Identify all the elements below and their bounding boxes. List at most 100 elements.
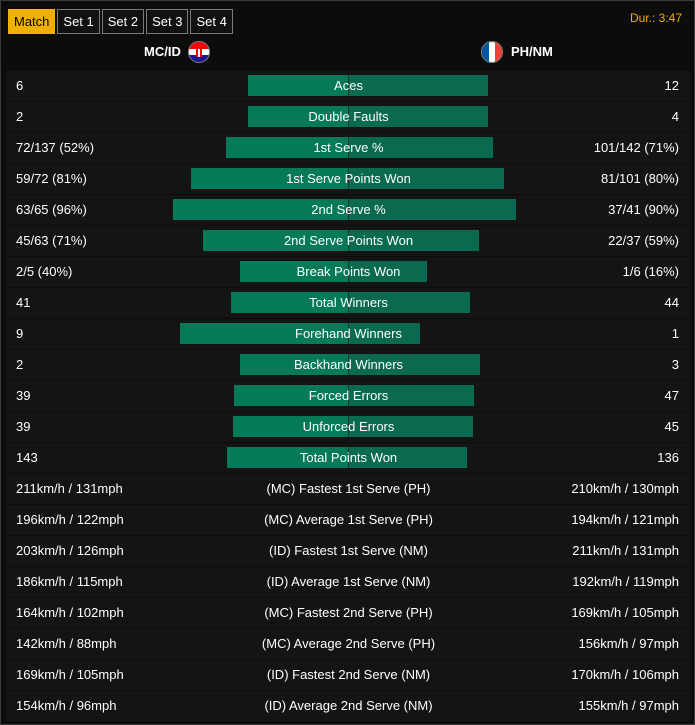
stat-row-forehand-winners: 9 Forehand Winners 1 — [6, 319, 691, 349]
left-stat-bar — [203, 230, 348, 251]
tab-set-1[interactable]: Set 1 — [57, 9, 100, 34]
set-tabs: Match Set 1 Set 2 Set 3 Set 4 — [8, 9, 235, 34]
right-stat-bar — [348, 447, 467, 468]
left-stat-bar — [234, 385, 348, 406]
left-stat-value: 39 — [16, 388, 31, 403]
left-stat-bar — [240, 261, 348, 282]
left-stat-value: 39 — [16, 419, 31, 434]
speed-label: (MC) Average 1st Serve (PH) — [264, 512, 433, 527]
speed-label: (MC) Fastest 2nd Serve (PH) — [264, 605, 433, 620]
right-speed-value: 194km/h / 121mph — [571, 512, 679, 527]
tab-set-2[interactable]: Set 2 — [101, 9, 145, 34]
stat-label: Unforced Errors — [302, 419, 395, 434]
stat-row-double-faults: 2 Double Faults 4 — [6, 102, 691, 132]
tab-set-4[interactable]: Set 4 — [190, 9, 233, 34]
stat-label: Backhand Winners — [293, 357, 404, 372]
stat-row-backhand-winners: 2 Backhand Winners 3 — [6, 350, 691, 380]
stat-label: Forehand Winners — [295, 326, 402, 341]
right-stat-value: 47 — [664, 388, 679, 403]
tab-set-3[interactable]: Set 3 — [146, 9, 189, 34]
left-stat-value: 9 — [16, 326, 24, 341]
stat-label: Break Points Won — [296, 264, 401, 279]
right-stat-bar — [348, 168, 504, 189]
right-speed-value: 210km/h / 130mph — [571, 481, 679, 496]
left-stat-bar — [233, 416, 348, 437]
left-stat-bar — [240, 354, 348, 375]
center-divider — [348, 230, 349, 251]
center-divider — [348, 292, 349, 313]
right-stat-bar — [348, 137, 493, 158]
right-stat-value: 1 — [671, 326, 679, 341]
speed-label: (ID) Fastest 2nd Serve (NM) — [266, 667, 431, 682]
center-divider — [348, 199, 349, 220]
center-divider — [348, 137, 349, 158]
left-speed-value: 142km/h / 88mph — [16, 636, 117, 651]
center-divider — [348, 75, 349, 96]
right-speed-value: 170km/h / 106mph — [571, 667, 679, 682]
right-speed-value: 192km/h / 119mph — [572, 574, 679, 589]
speed-label: (MC) Average 2nd Serve (PH) — [261, 636, 436, 651]
right-stat-value: 81/101 (80%) — [600, 171, 679, 186]
left-stat-bar — [191, 168, 348, 189]
right-stat-value: 136 — [657, 450, 679, 465]
right-stat-value: 12 — [664, 78, 679, 93]
center-divider — [348, 323, 349, 344]
left-speed-value: 211km/h / 131mph — [16, 481, 123, 496]
speed-row-id-average-2nd-serve-nm: 154km/h / 96mph (ID) Average 2nd Serve (N… — [6, 691, 691, 721]
right-stat-value: 22/37 (59%) — [608, 233, 679, 248]
center-divider — [348, 416, 349, 437]
stat-row-2nd-serve-points-won: 45/63 (71%) 2nd Serve Points Won 22/37 (59… — [6, 226, 691, 256]
right-stat-bar — [348, 199, 516, 220]
stat-label: Aces — [334, 78, 363, 93]
right-stat-value: 37/41 (90%) — [608, 202, 679, 217]
right-stat-value: 101/142 (71%) — [593, 140, 679, 155]
speed-row-id-fastest-1st-serve-nm: 203km/h / 126mph (ID) Fastest 1st Serve (… — [6, 536, 691, 566]
right-speed-value: 211km/h / 131mph — [572, 543, 679, 558]
left-stat-value: 72/137 (52%) — [16, 140, 95, 155]
left-stat-value: 45/63 (71%) — [16, 233, 87, 248]
stats-table: 6 Aces 12 2 Double Faults 4 72/137 (52%) 1st Se… — [6, 71, 691, 722]
center-divider — [348, 354, 349, 375]
france-flag-icon — [481, 41, 503, 63]
left-stat-bar — [231, 292, 348, 313]
right-stat-bar — [348, 416, 473, 437]
right-stat-bar — [348, 261, 427, 282]
speed-row-mc-average-1st-serve-ph: 196km/h / 122mph (MC) Average 1st Serve (… — [6, 505, 691, 535]
stat-row-1st-serve-points-won: 59/72 (81%) 1st Serve Points Won 81/101 (8… — [6, 164, 691, 194]
left-stat-value: 6 — [16, 78, 24, 93]
left-stat-bar — [248, 75, 348, 96]
center-divider — [348, 385, 349, 406]
center-divider — [348, 261, 349, 282]
stat-row-unforced-errors: 39 Unforced Errors 45 — [6, 412, 691, 442]
left-stat-value: 63/65 (96%) — [16, 202, 87, 217]
right-stat-value: 45 — [664, 419, 679, 434]
speed-row-mc-fastest-2nd-serve-ph: 164km/h / 102mph (MC) Fastest 2nd Serve (… — [6, 598, 691, 628]
right-stat-bar — [348, 75, 488, 96]
left-stat-bar — [226, 137, 348, 158]
right-speed-value: 169km/h / 105mph — [571, 605, 679, 620]
stat-row-total-points-won: 143 Total Points Won 136 — [6, 443, 691, 473]
right-stat-bar — [348, 323, 420, 344]
left-stat-bar — [173, 199, 348, 220]
stat-row-1st-serve: 72/137 (52%) 1st Serve % 101/142 (71%) — [6, 133, 691, 163]
left-speed-value: 186km/h / 115mph — [16, 574, 123, 589]
left-stat-value: 2/5 (40%) — [16, 264, 73, 279]
stat-label: 2nd Serve % — [311, 202, 386, 217]
stat-row-forced-errors: 39 Forced Errors 47 — [6, 381, 691, 411]
speed-label: (MC) Fastest 1st Serve (PH) — [266, 481, 431, 496]
stat-label: 2nd Serve Points Won — [283, 233, 414, 248]
stat-label: 1st Serve Points Won — [286, 171, 411, 186]
speed-label: (ID) Average 1st Serve (NM) — [266, 574, 431, 589]
left-stat-bar — [180, 323, 348, 344]
tab-match[interactable]: Match — [8, 9, 56, 34]
speed-row-id-fastest-2nd-serve-nm: 169km/h / 105mph (ID) Fastest 2nd Serve (… — [6, 660, 691, 690]
center-divider — [348, 168, 349, 189]
speed-label: (ID) Fastest 1st Serve (NM) — [269, 543, 428, 558]
left-speed-value: 203km/h / 126mph — [16, 543, 124, 558]
left-stat-value: 59/72 (81%) — [16, 171, 87, 186]
right-speed-value: 156km/h / 97mph — [578, 636, 679, 651]
stat-label: 1st Serve % — [313, 140, 384, 155]
speed-label: (ID) Average 2nd Serve (NM) — [264, 698, 433, 713]
right-stat-value: 1/6 (16%) — [622, 264, 679, 279]
stat-label: Total Winners — [309, 295, 388, 310]
